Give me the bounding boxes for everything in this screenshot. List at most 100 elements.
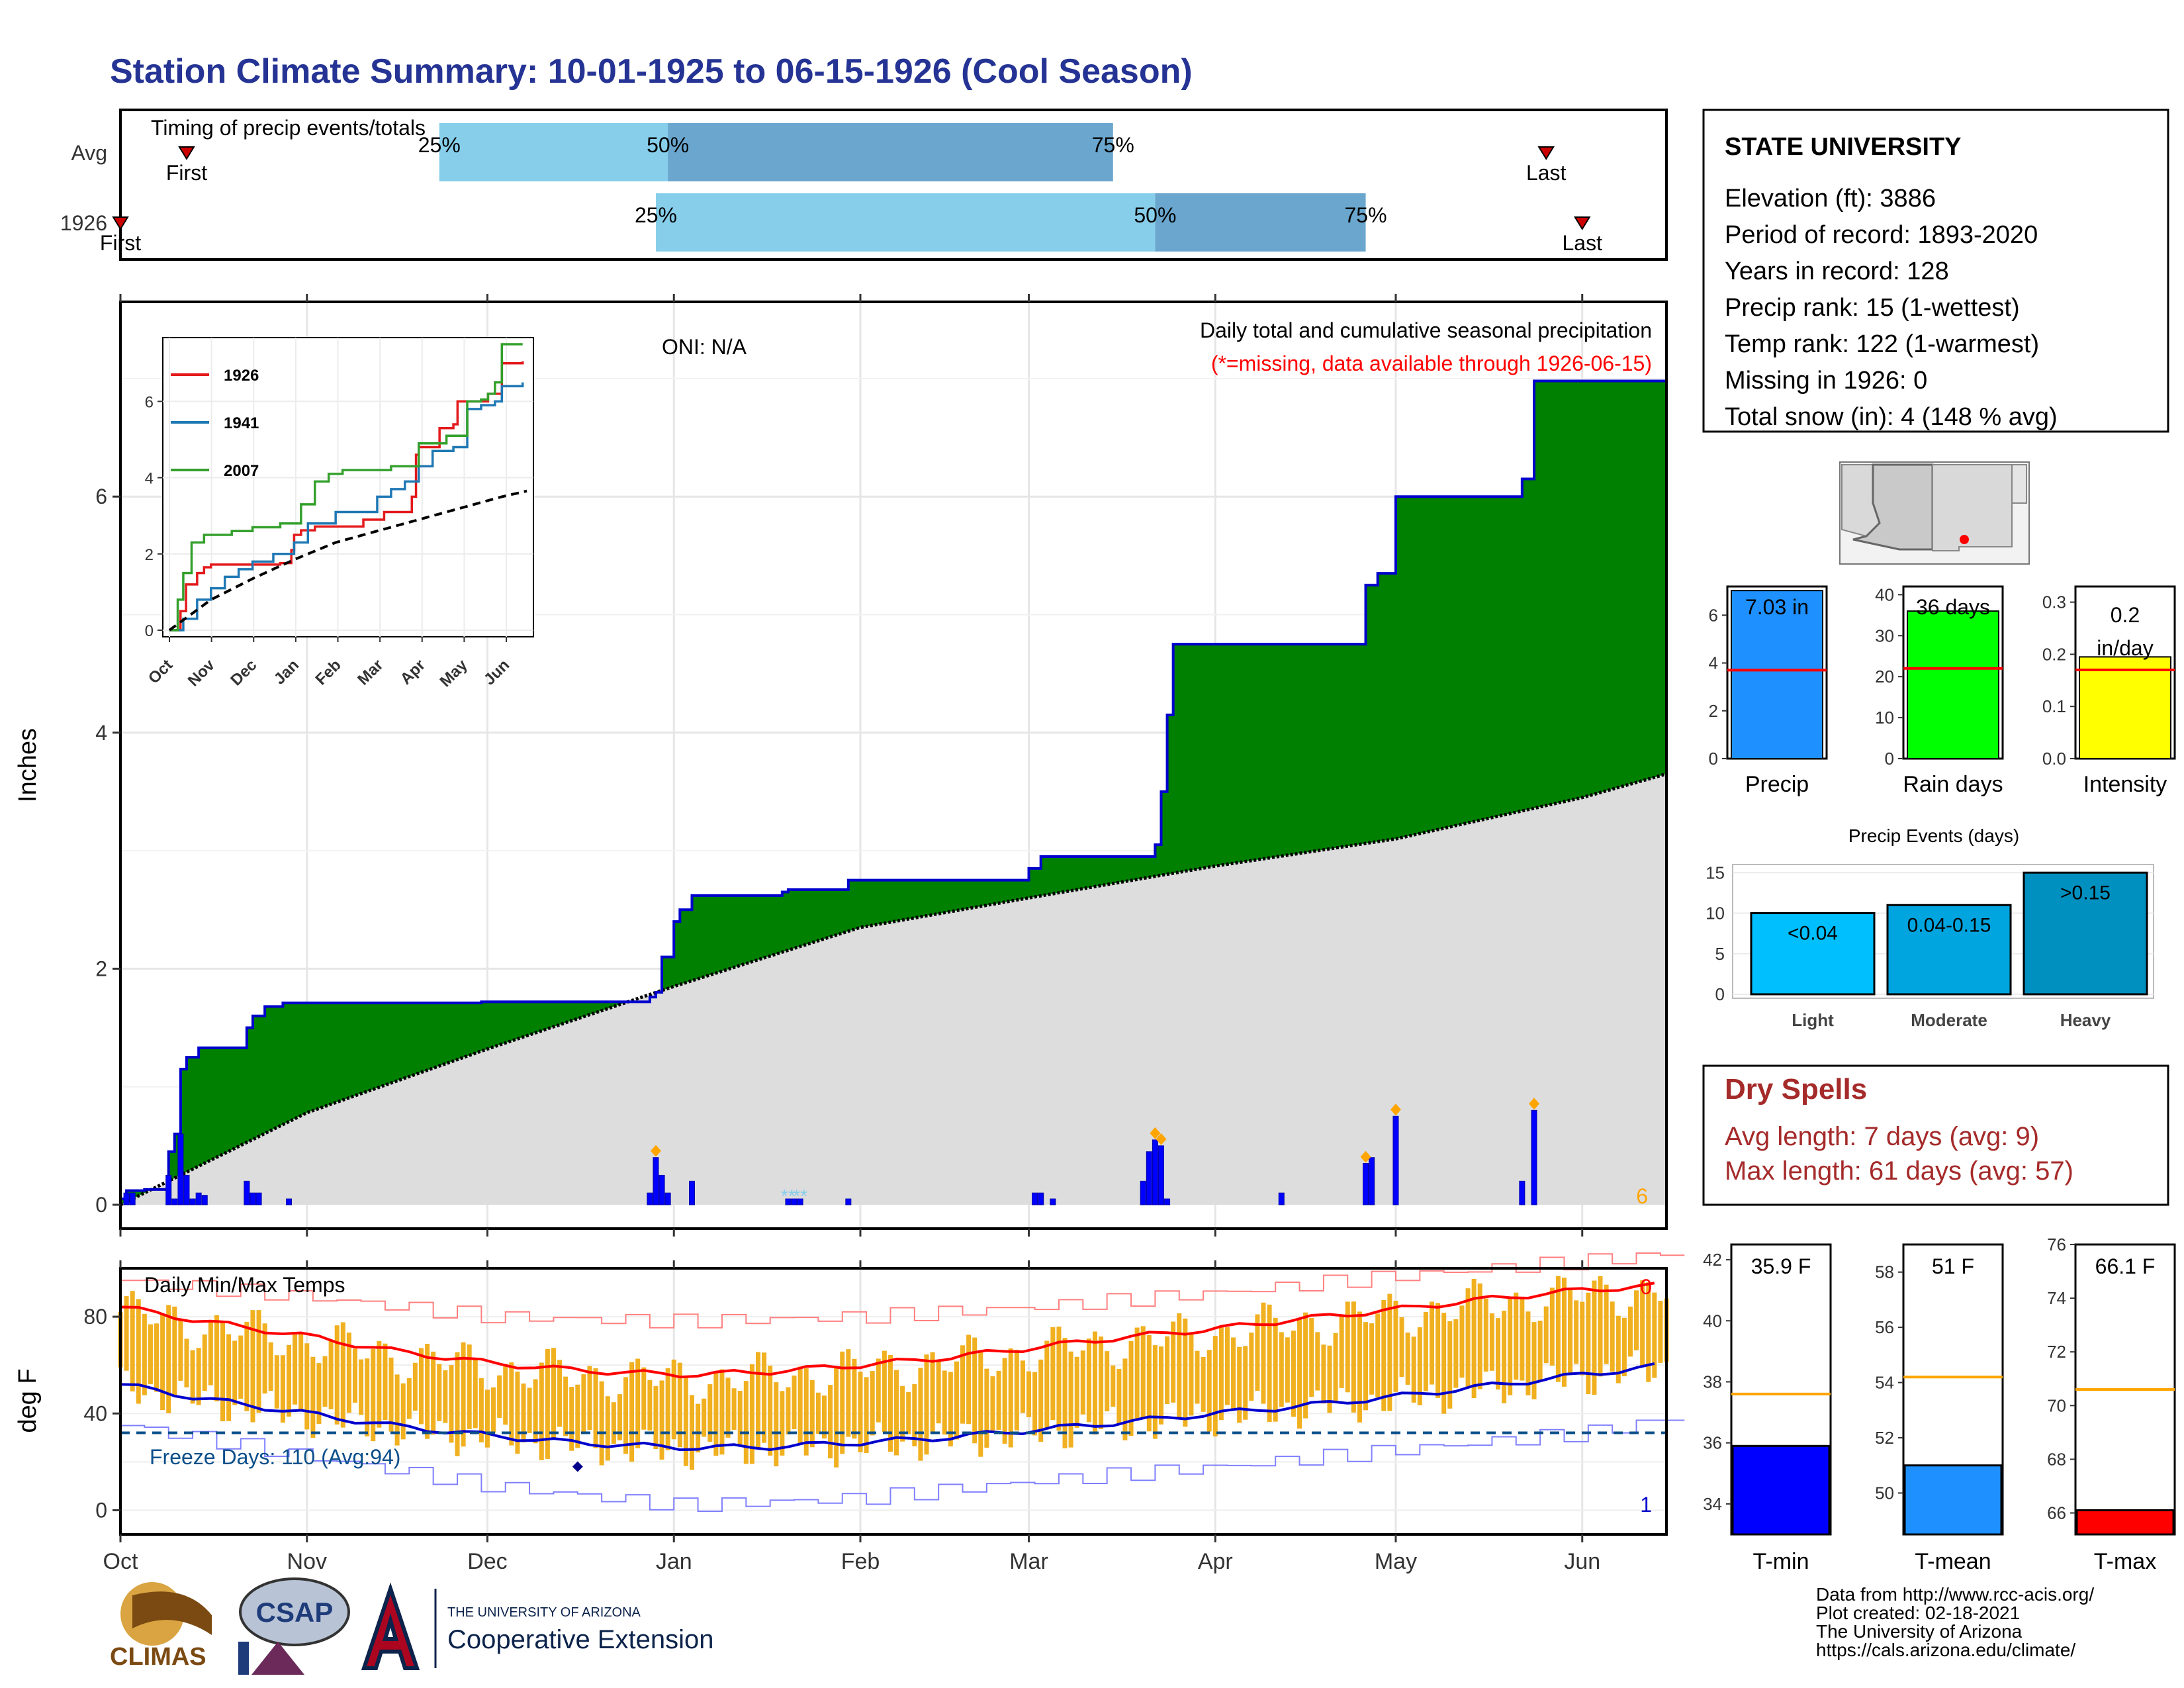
daily-temp-bar: [749, 1364, 754, 1464]
temp-bar-tick-label: 36: [1703, 1433, 1722, 1453]
daily-temp-bar: [1183, 1318, 1188, 1427]
daily-temp-bar: [539, 1362, 544, 1460]
daily-temp-bar: [377, 1340, 382, 1428]
map-state-texas: [2011, 464, 2027, 504]
daily-temp-bar: [497, 1375, 502, 1418]
mini-bar-tick-label: 4: [1709, 653, 1718, 673]
mini-bar-label: Precip: [1745, 772, 1809, 797]
daily-temp-bar: [900, 1385, 905, 1442]
daily-temp-bar: [792, 1376, 797, 1430]
events-tick-label: 10: [1706, 904, 1725, 923]
daily-temp-bar: [942, 1370, 947, 1435]
inset-y-tick-label: 0: [145, 622, 154, 640]
daily-temp-bar: [1026, 1371, 1032, 1417]
daily-temp-bar: [293, 1335, 298, 1405]
dry-spells-box: Dry Spells Avg length: 7 days (avg: 9) M…: [1702, 1064, 2169, 1206]
max-event-count: 6: [1636, 1184, 1648, 1208]
daily-temp-bar: [755, 1352, 760, 1449]
daily-temp-bar: [124, 1296, 129, 1371]
mini-bar-tick-label: 30: [1875, 626, 1894, 645]
daily-temp-bar: [786, 1387, 791, 1434]
daily-temp-bar: [1152, 1345, 1158, 1439]
month-label: May: [1375, 1549, 1417, 1574]
daily-temp-bar: [894, 1370, 899, 1456]
timing-title: Timing of precip events/totals: [151, 116, 426, 140]
daily-temp-bar: [1423, 1311, 1428, 1391]
daily-temp-bar: [954, 1361, 959, 1440]
record-day-marker: [1390, 1103, 1401, 1116]
precip-y-tick-label: 6: [95, 485, 107, 508]
temp-bar-tick-label: 74: [2047, 1288, 2066, 1308]
daily-temp-bar: [412, 1362, 418, 1411]
daily-temp-bar: [467, 1344, 472, 1429]
daily-temp-bar: [184, 1338, 189, 1387]
daily-temp-bar: [1171, 1321, 1176, 1403]
daily-temp-bar: [1525, 1311, 1531, 1395]
daily-temp-bar: [1206, 1350, 1212, 1432]
temp-bar-tick-label: 38: [1703, 1372, 1722, 1391]
daily-temp-bar: [659, 1380, 664, 1460]
daily-temp-bar: [569, 1387, 574, 1451]
record-day-marker: [1360, 1150, 1371, 1163]
daily-temp-bar: [304, 1343, 310, 1430]
daily-temp-bar: [702, 1398, 707, 1437]
daily-temp-bar: [623, 1377, 629, 1454]
timing-iqr-low: [439, 123, 668, 181]
daily-temp-bar: [1092, 1331, 1097, 1435]
daily-temp-bar: [882, 1350, 887, 1432]
inset-legend-label: 2007: [224, 462, 259, 480]
temp-bar-value: [1731, 1444, 1831, 1536]
daily-temp-bar: [930, 1352, 935, 1434]
temp-bar-tick-label: 72: [2047, 1342, 2066, 1362]
mini-bar-tick-label: 40: [1875, 585, 1894, 604]
daily-temp-bar: [1537, 1321, 1543, 1382]
daily-temp-bar: [365, 1358, 370, 1436]
daily-temp-bar: [371, 1348, 376, 1442]
daily-temp-bar: [136, 1299, 141, 1404]
daily-precip-bar: [1158, 1145, 1164, 1205]
mini-bar-tick-label: 0: [1885, 749, 1894, 769]
timing-pct-label: 25%: [635, 203, 677, 227]
daily-temp-bar: [160, 1313, 165, 1411]
daily-precip-bar: [250, 1192, 256, 1205]
station-info-box: STATE UNIVERSITY Elevation (ft): 3886 Per…: [1702, 109, 2169, 433]
daily-temp-bar: [1243, 1346, 1248, 1420]
inset-series-line: [169, 361, 524, 632]
page-title: Station Climate Summary: 10-01-1925 to 0…: [110, 52, 1193, 91]
csap-bar-icon: [238, 1642, 249, 1675]
daily-temp-bar: [431, 1351, 436, 1435]
daily-temp-bar: [202, 1334, 207, 1391]
temp-bar-tick-label: 52: [1875, 1428, 1894, 1448]
daily-precip-bar: [1164, 1198, 1171, 1205]
daily-temp-bar: [1465, 1288, 1471, 1388]
temp-bar-value-label: 66.1 F: [2095, 1254, 2156, 1278]
inset-legend-label: 1926: [224, 367, 259, 385]
daily-temp-bar: [1555, 1276, 1561, 1382]
record-max-count: 0: [1640, 1275, 1652, 1299]
university-a-icon: [361, 1582, 420, 1670]
daily-precip-bar: [255, 1192, 262, 1205]
daily-temp-bar: [1399, 1317, 1404, 1378]
daily-temp-bar: [1237, 1346, 1242, 1423]
daily-temp-bar: [334, 1325, 340, 1425]
university-small-text: THE UNIVERSITY OF ARIZONA: [447, 1605, 641, 1620]
locator-map: [1839, 461, 2030, 565]
daily-temp-bar: [1267, 1304, 1272, 1423]
daily-temp-bar: [629, 1362, 635, 1462]
daily-temp-bar: [484, 1389, 490, 1448]
daily-temp-bar: [1008, 1348, 1013, 1448]
daily-temp-bar: [713, 1371, 719, 1456]
event-bar-label: >0.15: [2060, 882, 2111, 904]
first-event-label: First: [166, 161, 207, 185]
season-totals-bars: 0 2 4 6 7.03 in Precip 0 10 20 30 40 36 days Rain da…: [1709, 585, 2176, 797]
daily-temp-bar: [780, 1391, 785, 1456]
daily-temp-bar: [1634, 1290, 1639, 1350]
daily-temp-bar: [509, 1362, 514, 1446]
daily-temp-bar: [972, 1337, 978, 1444]
footer-credit-line: Plot created: 02-18-2021: [1816, 1603, 2020, 1623]
precip-legend-title: Daily total and cumulative seasonal prec…: [1200, 318, 1652, 342]
daily-temp-bar: [605, 1396, 610, 1461]
daily-temp-bar: [725, 1378, 731, 1438]
daily-temp-bar: [1122, 1358, 1128, 1440]
daily-temp-bar: [1549, 1288, 1555, 1366]
